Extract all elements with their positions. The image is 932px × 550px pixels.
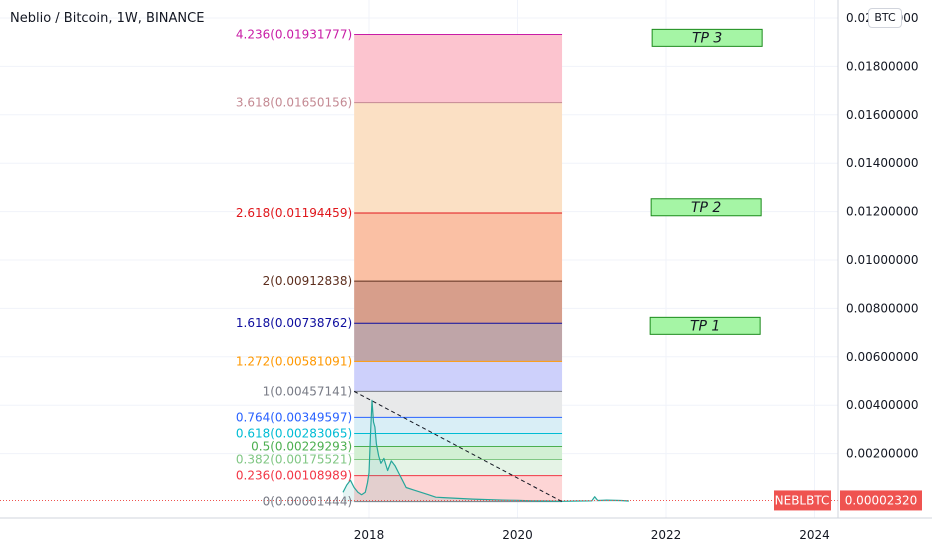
fib-label-12: 4.236(0.01931777) <box>236 28 352 42</box>
tp-box-2[interactable]: TP 2 <box>650 198 762 217</box>
fib-label-3: 0.5(0.00229293) <box>251 440 352 454</box>
tp-label: TP 3 <box>692 30 722 46</box>
fib-label-9: 2(0.00912838) <box>263 274 353 288</box>
fib-label-4: 0.618(0.00283065) <box>236 426 352 440</box>
fib-label-10: 2.618(0.01194459) <box>236 206 352 220</box>
price-tick-1: 0.01800000 <box>846 59 919 73</box>
fib-trend-line[interactable] <box>353 390 563 503</box>
tp-box-1[interactable]: TP 1 <box>649 316 761 335</box>
fib-label-0: 0(0.00001444) <box>263 495 353 509</box>
price-series <box>0 399 838 502</box>
price-tick-8: 0.00400000 <box>846 398 919 412</box>
last-price-symbol: NEBLBTC <box>775 493 830 507</box>
tp-box-bg <box>650 198 762 217</box>
fib-band-6 <box>354 361 563 392</box>
price-tick-9: 0.00200000 <box>846 447 919 461</box>
fib-trend-line[interactable] <box>353 390 563 503</box>
time-tick-1: 2020 <box>502 528 533 542</box>
price-axis[interactable]: 0.020000000.018000000.016000000.01400000… <box>774 0 932 518</box>
fib-levels <box>354 34 563 503</box>
fib-band-5 <box>354 391 563 418</box>
fib-band-2 <box>354 446 563 460</box>
fib-band-3 <box>354 433 563 447</box>
fib-band-4 <box>354 417 563 434</box>
time-tick-3: 2024 <box>799 528 830 542</box>
tp-box-bg <box>651 28 763 47</box>
currency-badge[interactable]: BTC <box>868 8 902 28</box>
fib-band-0 <box>354 475 563 502</box>
price-tick-2: 0.01600000 <box>846 108 919 122</box>
fib-band-8 <box>354 281 563 324</box>
price-tick-3: 0.01400000 <box>846 156 919 170</box>
tp-box-bg <box>649 316 761 335</box>
fib-band-10 <box>354 102 563 213</box>
time-tick-2: 2022 <box>651 528 682 542</box>
time-tick-0: 2018 <box>354 528 385 542</box>
fib-band-11 <box>354 34 563 103</box>
fib-labels: 0(0.00001444) 0.236(0.00108989) 0.382(0.00… <box>236 28 352 509</box>
fib-label-2: 0.382(0.00175521) <box>236 453 352 467</box>
tp-label: TP 2 <box>691 200 721 216</box>
fib-band-9 <box>354 212 563 282</box>
fib-label-1: 0.236(0.00108989) <box>236 469 352 483</box>
fib-label-8: 1.618(0.00738762) <box>236 316 352 330</box>
fib-bands <box>354 34 563 502</box>
chart-title: Neblio / Bitcoin, 1W, BINANCE <box>10 11 205 26</box>
fib-label-7: 1.272(0.00581091) <box>236 354 352 368</box>
tp-label: TP 1 <box>690 318 720 334</box>
price-tick-4: 0.01200000 <box>846 205 919 219</box>
tp-annotations[interactable]: TP 1 TP 2 TP 3 <box>649 28 763 335</box>
fib-label-6: 1(0.00457141) <box>263 384 353 398</box>
price-axis-bg <box>838 0 932 518</box>
last-price-value: 0.00002320 <box>845 493 918 507</box>
last-price-value-bg <box>840 490 922 511</box>
price-line <box>342 399 629 502</box>
fib-band-1 <box>354 459 563 476</box>
fib-band-7 <box>354 323 563 362</box>
fib-label-5: 0.764(0.00349597) <box>236 410 352 424</box>
price-tick-6: 0.00800000 <box>846 301 919 315</box>
fib-label-11: 3.618(0.01650156) <box>236 96 352 110</box>
time-axis[interactable]: 2018 2020 2022 2024 <box>0 517 932 542</box>
price-tick-7: 0.00600000 <box>846 350 919 364</box>
price-tick-5: 0.01000000 <box>846 253 919 267</box>
tp-box-3[interactable]: TP 3 <box>651 28 763 47</box>
last-price-symbol-bg <box>774 490 831 511</box>
